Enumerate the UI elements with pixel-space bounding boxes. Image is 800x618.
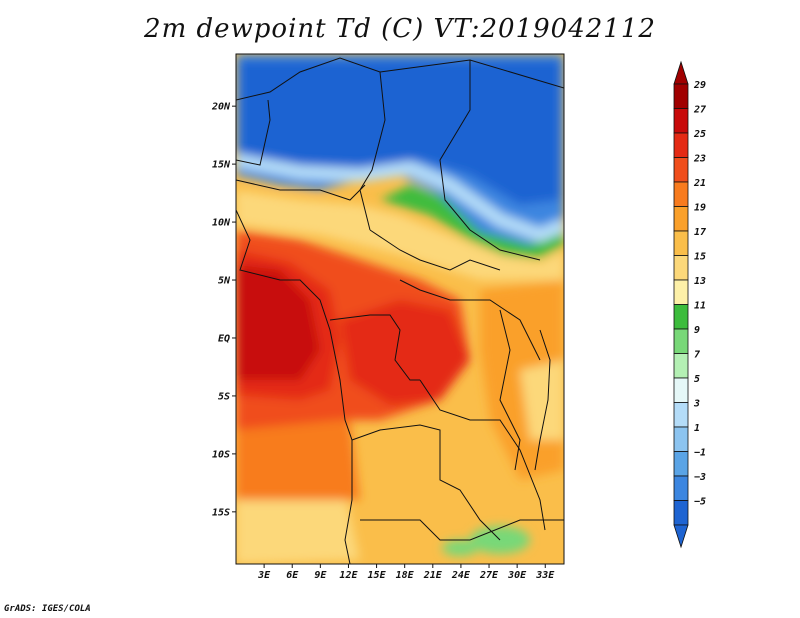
colorbar-swatch: [673, 181, 689, 207]
colorbar-swatch: [673, 279, 689, 305]
lat-label: 15N: [212, 160, 231, 171]
longitude-labels: 3E 6E 9E 12E 15E 18E 21E 24E 27E 30E 33E: [257, 564, 555, 581]
colorbar-swatch: [673, 402, 689, 428]
colorbar-label: 5: [694, 374, 700, 385]
dewpoint-field: [236, 54, 564, 564]
colorbar-swatch: [673, 377, 689, 403]
colorbar-max-arrow: [673, 60, 689, 85]
colorbar-label: 29: [693, 80, 706, 91]
colorbar-swatch: [673, 426, 689, 452]
lon-label: 15E: [368, 570, 387, 581]
lon-label: 24E: [451, 570, 471, 581]
colorbar-swatch: [673, 500, 689, 526]
colorbar-swatch: [673, 230, 689, 256]
colorbar-swatch: [673, 255, 689, 281]
colorbar-label: 9: [694, 325, 700, 336]
map-frame: [235, 53, 565, 565]
software-credit: GrADS: IGES/COLA: [4, 604, 91, 614]
lat-label: 10S: [212, 449, 230, 460]
colorbar-label: 13: [694, 276, 706, 287]
colorbar-label: 21: [693, 178, 706, 189]
lat-label: EQ: [218, 333, 230, 344]
lat-label: 10N: [212, 218, 231, 229]
colorbar-label: 7: [694, 350, 700, 361]
colorbar-label: 17: [694, 227, 706, 238]
colorbar-swatch: [673, 328, 689, 354]
colorbar-swatch: [673, 451, 689, 477]
colorbar-min-arrow: [673, 524, 689, 549]
country-borders: [236, 57, 564, 564]
lon-label: 6E: [286, 570, 299, 581]
colorbar-label: −3: [694, 472, 706, 483]
lon-label: 27E: [479, 570, 499, 581]
colorbar-label: 19: [694, 203, 706, 214]
map-title: 2m dewpoint Td (C) VT:2019042112: [144, 14, 656, 44]
colorbar-swatch: [673, 132, 689, 158]
colorbar-swatch: [673, 475, 689, 501]
colorbar-swatch: [673, 157, 689, 183]
lon-label: 12E: [339, 570, 358, 581]
colorbar-label: 27: [693, 105, 706, 116]
colorbar-label: −5: [694, 497, 706, 508]
lon-label: 21E: [423, 570, 443, 581]
colorbar: 29 27 25 23 21 19 17 15 13 11 9 7 5 3 1 −1 −3 −5: [673, 60, 706, 549]
lat-label: 5N: [218, 276, 231, 287]
lat-label: 20N: [211, 102, 231, 113]
colorbar-swatch: [673, 206, 689, 232]
colorbar-label: 11: [694, 301, 706, 312]
lat-label: 5S: [218, 391, 230, 402]
lon-label: 9E: [314, 570, 327, 581]
colorbar-swatch: [673, 108, 689, 134]
colorbar-swatch: [673, 304, 689, 330]
lat-label: 15S: [212, 507, 230, 518]
latitude-labels: 20N 15N 10N 5N EQ 5S 10S 15S: [211, 102, 236, 518]
colorbar-label: −1: [694, 448, 706, 459]
colorbar-label: 1: [694, 423, 700, 434]
lon-label: 3E: [257, 570, 271, 581]
lon-label: 18E: [396, 570, 415, 581]
lon-label: 33E: [535, 570, 555, 581]
colorbar-swatch: [673, 83, 689, 109]
colorbar-swatch: [673, 353, 689, 379]
colorbar-label: 3: [693, 399, 700, 410]
colorbar-label: 25: [693, 129, 706, 140]
lon-label: 30E: [507, 570, 527, 581]
colorbar-label: 15: [694, 252, 706, 263]
colorbar-label: 23: [693, 154, 706, 165]
